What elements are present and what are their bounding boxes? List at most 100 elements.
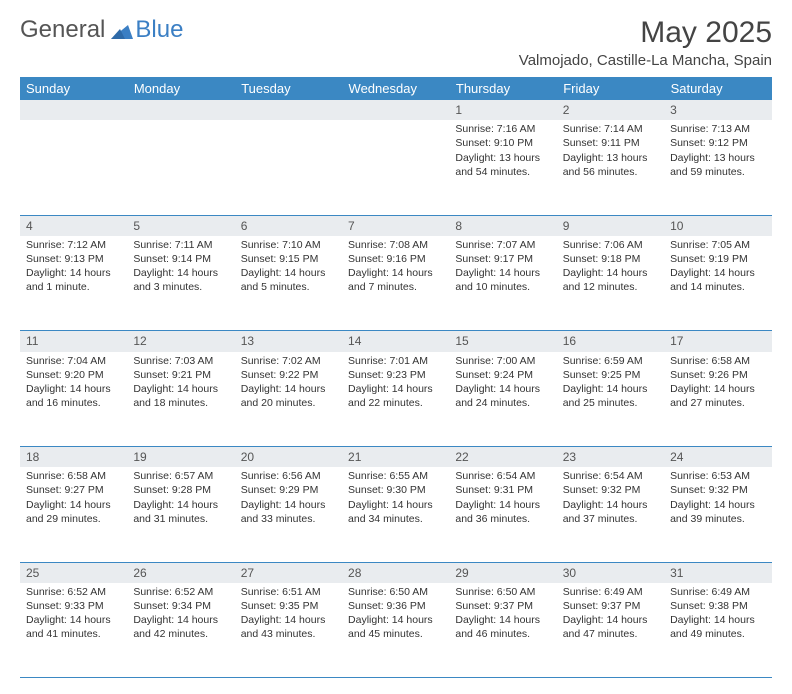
- sunrise-text: Sunrise: 7:04 AM: [26, 354, 121, 368]
- sunrise-text: Sunrise: 7:12 AM: [26, 238, 121, 252]
- day-header: Wednesday: [342, 77, 449, 100]
- day-number: 19: [127, 447, 234, 468]
- day-number: 3: [664, 100, 771, 120]
- sunset-text: Sunset: 9:17 PM: [455, 252, 550, 266]
- sunrise-text: Sunrise: 7:10 AM: [241, 238, 336, 252]
- sunset-text: Sunset: 9:32 PM: [670, 483, 765, 497]
- day-cell: Sunrise: 6:55 AMSunset: 9:30 PMDaylight:…: [342, 467, 449, 562]
- day-number: 30: [557, 562, 664, 583]
- day-cell: Sunrise: 7:16 AMSunset: 9:10 PMDaylight:…: [449, 120, 556, 215]
- sunset-text: Sunset: 9:37 PM: [455, 599, 550, 613]
- day-header: Monday: [127, 77, 234, 100]
- daylight-text: Daylight: 14 hours and 10 minutes.: [455, 266, 550, 294]
- day-cell: Sunrise: 7:06 AMSunset: 9:18 PMDaylight:…: [557, 236, 664, 331]
- sunrise-text: Sunrise: 7:05 AM: [670, 238, 765, 252]
- sunrise-text: Sunrise: 6:54 AM: [455, 469, 550, 483]
- header: General Blue May 2025 Valmojado, Castill…: [20, 16, 772, 69]
- sunset-text: Sunset: 9:38 PM: [670, 599, 765, 613]
- daylight-text: Daylight: 14 hours and 34 minutes.: [348, 498, 443, 526]
- daylight-text: Daylight: 14 hours and 14 minutes.: [670, 266, 765, 294]
- day-cell: Sunrise: 7:03 AMSunset: 9:21 PMDaylight:…: [127, 352, 234, 447]
- sunrise-text: Sunrise: 6:58 AM: [670, 354, 765, 368]
- day-cell: Sunrise: 7:07 AMSunset: 9:17 PMDaylight:…: [449, 236, 556, 331]
- sunrise-text: Sunrise: 7:11 AM: [133, 238, 228, 252]
- daylight-text: Daylight: 14 hours and 3 minutes.: [133, 266, 228, 294]
- daylight-text: Daylight: 13 hours and 56 minutes.: [563, 151, 658, 179]
- daylight-text: Daylight: 14 hours and 12 minutes.: [563, 266, 658, 294]
- day-number: 22: [449, 447, 556, 468]
- sunset-text: Sunset: 9:31 PM: [455, 483, 550, 497]
- sunset-text: Sunset: 9:23 PM: [348, 368, 443, 382]
- day-header: Friday: [557, 77, 664, 100]
- day-cell: Sunrise: 6:52 AMSunset: 9:34 PMDaylight:…: [127, 583, 234, 678]
- day-cell: Sunrise: 7:00 AMSunset: 9:24 PMDaylight:…: [449, 352, 556, 447]
- day-cell: Sunrise: 7:04 AMSunset: 9:20 PMDaylight:…: [20, 352, 127, 447]
- day-number: 8: [449, 215, 556, 236]
- sunset-text: Sunset: 9:32 PM: [563, 483, 658, 497]
- sunset-text: Sunset: 9:21 PM: [133, 368, 228, 382]
- daylight-text: Daylight: 14 hours and 47 minutes.: [563, 613, 658, 641]
- day-number: 2: [557, 100, 664, 120]
- sunrise-text: Sunrise: 7:14 AM: [563, 122, 658, 136]
- day-number: 29: [449, 562, 556, 583]
- daylight-text: Daylight: 14 hours and 18 minutes.: [133, 382, 228, 410]
- logo-text-2: Blue: [135, 16, 183, 44]
- day-number: 7: [342, 215, 449, 236]
- sunrise-text: Sunrise: 6:49 AM: [563, 585, 658, 599]
- day-cell: [342, 120, 449, 215]
- day-cell: [127, 120, 234, 215]
- day-cell: Sunrise: 7:14 AMSunset: 9:11 PMDaylight:…: [557, 120, 664, 215]
- daylight-text: Daylight: 14 hours and 39 minutes.: [670, 498, 765, 526]
- sunrise-text: Sunrise: 7:16 AM: [455, 122, 550, 136]
- day-cell: Sunrise: 7:12 AMSunset: 9:13 PMDaylight:…: [20, 236, 127, 331]
- day-number: 20: [235, 447, 342, 468]
- logo: General Blue: [20, 16, 183, 44]
- day-number: 5: [127, 215, 234, 236]
- sunrise-text: Sunrise: 6:56 AM: [241, 469, 336, 483]
- page-title: May 2025: [519, 16, 772, 50]
- daylight-text: Daylight: 14 hours and 22 minutes.: [348, 382, 443, 410]
- sunset-text: Sunset: 9:16 PM: [348, 252, 443, 266]
- sunrise-text: Sunrise: 6:59 AM: [563, 354, 658, 368]
- day-number: 13: [235, 331, 342, 352]
- day-number: 28: [342, 562, 449, 583]
- daylight-text: Daylight: 13 hours and 59 minutes.: [670, 151, 765, 179]
- day-number: [342, 100, 449, 120]
- sunset-text: Sunset: 9:28 PM: [133, 483, 228, 497]
- day-number: [20, 100, 127, 120]
- daylight-text: Daylight: 14 hours and 42 minutes.: [133, 613, 228, 641]
- daylight-text: Daylight: 14 hours and 37 minutes.: [563, 498, 658, 526]
- day-cell: Sunrise: 7:05 AMSunset: 9:19 PMDaylight:…: [664, 236, 771, 331]
- sunrise-text: Sunrise: 7:00 AM: [455, 354, 550, 368]
- sunset-text: Sunset: 9:19 PM: [670, 252, 765, 266]
- daylight-text: Daylight: 14 hours and 25 minutes.: [563, 382, 658, 410]
- sunset-text: Sunset: 9:37 PM: [563, 599, 658, 613]
- day-cell: Sunrise: 6:53 AMSunset: 9:32 PMDaylight:…: [664, 467, 771, 562]
- day-number: 23: [557, 447, 664, 468]
- sunrise-text: Sunrise: 6:49 AM: [670, 585, 765, 599]
- day-cell: [235, 120, 342, 215]
- sunset-text: Sunset: 9:27 PM: [26, 483, 121, 497]
- sunset-text: Sunset: 9:36 PM: [348, 599, 443, 613]
- daylight-text: Daylight: 14 hours and 49 minutes.: [670, 613, 765, 641]
- day-cell: Sunrise: 6:57 AMSunset: 9:28 PMDaylight:…: [127, 467, 234, 562]
- daylight-text: Daylight: 14 hours and 1 minute.: [26, 266, 121, 294]
- day-cell: Sunrise: 7:13 AMSunset: 9:12 PMDaylight:…: [664, 120, 771, 215]
- day-number: 11: [20, 331, 127, 352]
- sunrise-text: Sunrise: 6:52 AM: [26, 585, 121, 599]
- day-cell: Sunrise: 6:58 AMSunset: 9:27 PMDaylight:…: [20, 467, 127, 562]
- day-number: 12: [127, 331, 234, 352]
- day-cell: Sunrise: 6:51 AMSunset: 9:35 PMDaylight:…: [235, 583, 342, 678]
- day-number: 25: [20, 562, 127, 583]
- sunset-text: Sunset: 9:10 PM: [455, 136, 550, 150]
- calendar-table: SundayMondayTuesdayWednesdayThursdayFrid…: [20, 77, 772, 678]
- daylight-text: Daylight: 14 hours and 31 minutes.: [133, 498, 228, 526]
- sunset-text: Sunset: 9:30 PM: [348, 483, 443, 497]
- sunrise-text: Sunrise: 7:02 AM: [241, 354, 336, 368]
- daylight-text: Daylight: 14 hours and 45 minutes.: [348, 613, 443, 641]
- daylight-text: Daylight: 14 hours and 24 minutes.: [455, 382, 550, 410]
- sunset-text: Sunset: 9:13 PM: [26, 252, 121, 266]
- sunset-text: Sunset: 9:29 PM: [241, 483, 336, 497]
- sunset-text: Sunset: 9:20 PM: [26, 368, 121, 382]
- day-cell: Sunrise: 7:11 AMSunset: 9:14 PMDaylight:…: [127, 236, 234, 331]
